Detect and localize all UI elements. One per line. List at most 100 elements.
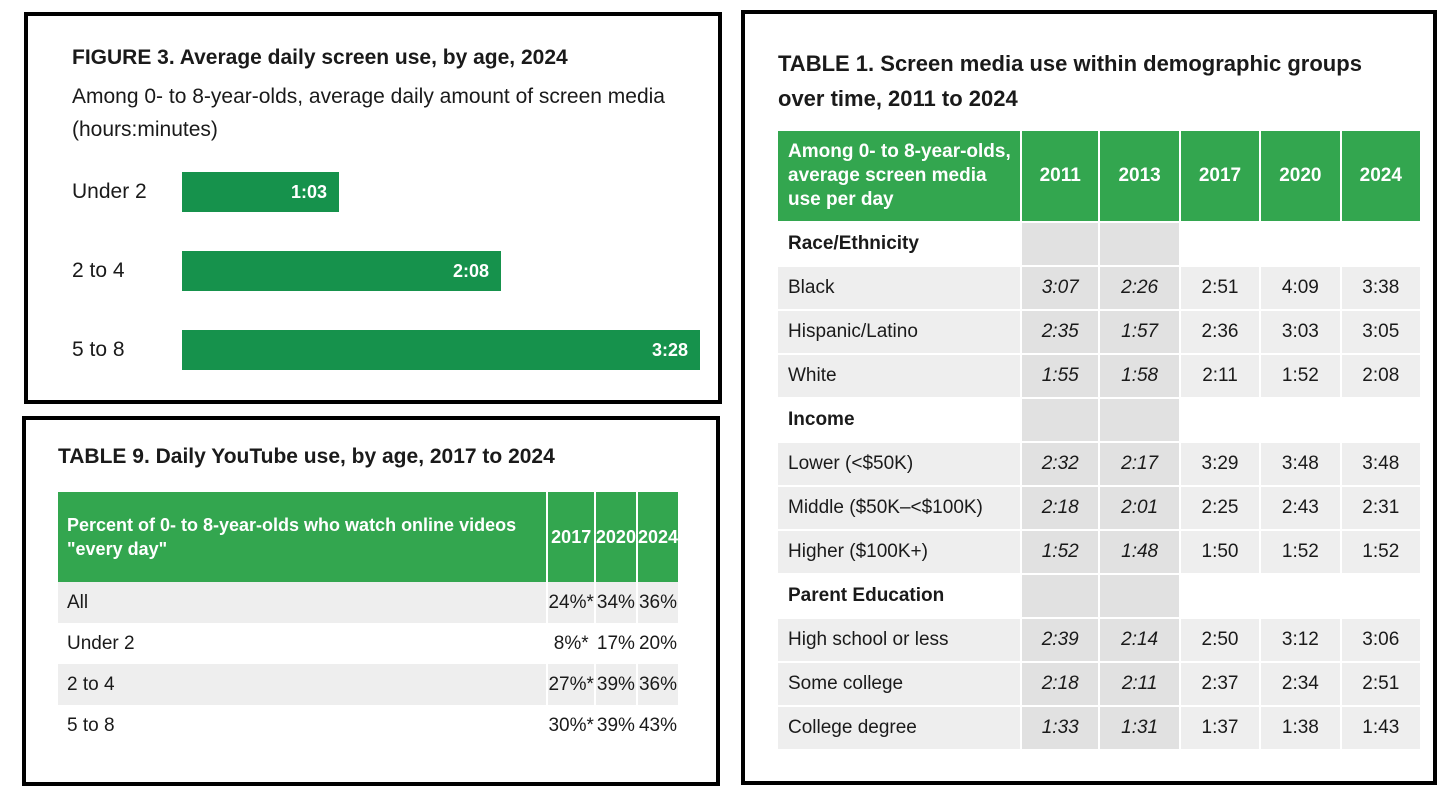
table-cell: 2:50 [1180, 619, 1260, 663]
table-row: High school or less 2:39 2:14 2:50 3:12 3:06 [778, 619, 1420, 663]
table-cell: 2:34 [1261, 663, 1340, 707]
group-label: Race/Ethnicity [778, 223, 1020, 267]
table-cell: 2:39 [1022, 619, 1099, 663]
table-cell: 1:52 [1022, 531, 1099, 575]
table-cell: 2:08 [1341, 355, 1420, 399]
row-label: 2 to 4 [58, 664, 547, 705]
table-cell: 2:18 [1022, 487, 1099, 531]
table-row: 5 to 8 30%* 39% 43% [58, 705, 678, 746]
table-cell: 3:29 [1180, 443, 1260, 487]
table-cell: 2:35 [1022, 311, 1099, 355]
group-label: Parent Education [778, 575, 1020, 619]
bar: 2:08 [182, 251, 501, 291]
empty-cell [1261, 575, 1340, 619]
table-row: Lower (<$50K) 2:32 2:17 3:29 3:48 3:48 [778, 443, 1420, 487]
empty-cell [1341, 399, 1420, 443]
row-label: Hispanic/Latino [778, 311, 1020, 355]
table-cell: 1:33 [1022, 707, 1099, 751]
table-cell: 8%* [553, 632, 589, 654]
table-cell: 2:43 [1261, 487, 1340, 531]
table-cell: 2:32 [1022, 443, 1099, 487]
row-label: Higher ($100K+) [778, 531, 1020, 575]
table-row: 2 to 4 27%* 39% 36% [58, 664, 678, 705]
figure-3-panel: FIGURE 3. Average daily screen use, by a… [24, 12, 722, 404]
table-cell: 2:31 [1341, 487, 1420, 531]
category-label: Under 2 [72, 180, 147, 203]
table-cell: 1:38 [1261, 707, 1340, 751]
table-cell: 2:36 [1180, 311, 1260, 355]
table-cell: 3:06 [1341, 619, 1420, 663]
table-row: Some college 2:18 2:11 2:37 2:34 2:51 [778, 663, 1420, 707]
bar-value-label: 2:08 [452, 261, 489, 281]
empty-cell [1341, 575, 1420, 619]
empty-cell [1180, 399, 1260, 443]
year-header: 2024 [637, 492, 678, 582]
table-9-header: Percent of 0- to 8-year-olds who watch o… [58, 492, 547, 582]
table-cell: 1:37 [1180, 707, 1260, 751]
table-cell: 3:48 [1261, 443, 1340, 487]
table-cell: 1:57 [1100, 311, 1179, 355]
table-9: Percent of 0- to 8-year-olds who watch o… [56, 492, 680, 746]
group-row: Income [778, 399, 1420, 443]
table-cell: 3:12 [1261, 619, 1340, 663]
empty-cell [1180, 575, 1260, 619]
table-cell: 30%* [548, 714, 594, 736]
category-label: 2 to 4 [72, 259, 125, 282]
table-cell: 1:52 [1261, 355, 1340, 399]
bar: 1:03 [182, 172, 339, 212]
table-cell: 1:55 [1022, 355, 1099, 399]
table-cell: 34% [595, 582, 636, 623]
table-cell: 1:52 [1261, 531, 1340, 575]
bar-row: 5 to 8 3:28 [72, 330, 712, 370]
row-label: 5 to 8 [67, 714, 115, 736]
table-cell: 39% [595, 664, 636, 705]
row-label: High school or less [778, 619, 1020, 663]
table-cell: 1:31 [1100, 707, 1179, 751]
year-header: 2017 [548, 492, 594, 582]
group-row: Race/Ethnicity [778, 223, 1420, 267]
table-1-panel: TABLE 1. Screen media use within demogra… [741, 10, 1437, 785]
table-cell: 2:26 [1100, 267, 1179, 311]
table-cell: 2:11 [1180, 355, 1260, 399]
empty-cell [1261, 399, 1340, 443]
row-label: All [58, 582, 547, 623]
table-cell: 2:01 [1100, 487, 1179, 531]
table-cell: 2:51 [1180, 267, 1260, 311]
empty-cell [1022, 223, 1099, 267]
table-1: Among 0- to 8-year-olds, average screen … [776, 131, 1422, 751]
row-label: Black [778, 267, 1020, 311]
table-row: Under 2 8%* 17% 20% [58, 623, 678, 664]
row-label: Middle ($50K–<$100K) [778, 487, 1020, 531]
table-cell: 2:11 [1100, 663, 1179, 707]
empty-cell [1100, 399, 1179, 443]
row-label: Some college [778, 663, 1020, 707]
table-cell: 2:17 [1100, 443, 1179, 487]
table-cell: 3:38 [1341, 267, 1420, 311]
table-row: Higher ($100K+) 1:52 1:48 1:50 1:52 1:52 [778, 531, 1420, 575]
row-label: Lower (<$50K) [778, 443, 1020, 487]
table-cell: 36% [637, 664, 678, 705]
row-label: White [778, 355, 1020, 399]
table-cell: 2:25 [1180, 487, 1260, 531]
table-row: Middle ($50K–<$100K) 2:18 2:01 2:25 2:43 2:31 [778, 487, 1420, 531]
table-cell: 24%* [548, 582, 594, 623]
table-cell: 1:50 [1180, 531, 1260, 575]
table-cell: 2:14 [1100, 619, 1179, 663]
figure-subtitle: Among 0- to 8-year-olds, average daily a… [72, 85, 665, 141]
table-cell: 3:05 [1341, 311, 1420, 355]
year-header: 2013 [1100, 131, 1179, 223]
table-row: White 1:55 1:58 2:11 1:52 2:08 [778, 355, 1420, 399]
empty-cell [1261, 223, 1340, 267]
table-cell: 1:43 [1341, 707, 1420, 751]
group-row: Parent Education [778, 575, 1420, 619]
table-cell: 20% [638, 632, 677, 654]
figure-title: FIGURE 3. Average daily screen use, by a… [72, 46, 568, 69]
table-9-panel: TABLE 9. Daily YouTube use, by age, 2017… [22, 416, 720, 786]
row-label: Under 2 [67, 632, 135, 654]
table-cell: 2:37 [1180, 663, 1260, 707]
table-cell: 39% [596, 714, 635, 736]
table-cell: 3:03 [1261, 311, 1340, 355]
empty-cell [1341, 223, 1420, 267]
table-cell: 1:58 [1100, 355, 1179, 399]
table-cell: 1:48 [1100, 531, 1179, 575]
